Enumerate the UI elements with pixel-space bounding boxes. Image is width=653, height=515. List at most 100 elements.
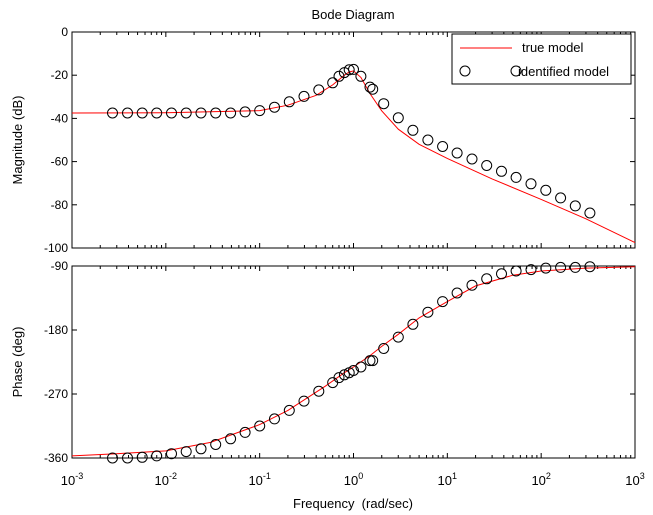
phase-identified-point	[422, 306, 434, 318]
x-tick-label: 103	[625, 471, 644, 488]
magnitude-identified-point	[136, 107, 148, 119]
phase-identified-point	[481, 273, 493, 285]
phase-identified-point	[333, 372, 345, 384]
phase-identified-point	[195, 443, 207, 455]
phase-y-tick-label: -180	[44, 323, 68, 337]
x-tick-label: 10-3	[61, 471, 83, 488]
magnitude-identified-point	[355, 70, 367, 82]
phase-identified-point	[355, 361, 367, 373]
magnitude-ticks: 0 -20 -40 -60 -80 -100	[44, 25, 636, 255]
magnitude-identified-point	[348, 63, 359, 75]
phase-identified-point	[298, 395, 310, 407]
magnitude-identified-point	[269, 101, 280, 113]
magnitude-identified-point	[451, 147, 463, 159]
magnitude-identified-point	[510, 171, 522, 183]
phase-y-tick-label: -360	[44, 451, 68, 465]
phase-identified-point	[540, 262, 552, 274]
phase-identified-point	[107, 452, 118, 464]
phase-identified-point	[122, 452, 133, 464]
magnitude-identified-point	[283, 96, 295, 108]
magnitude-y-tick-label: -100	[44, 241, 68, 255]
phase-series	[71, 261, 636, 464]
phase-identified-point	[269, 413, 280, 425]
magnitude-identified-point	[166, 107, 177, 119]
magnitude-identified-point	[107, 107, 118, 119]
magnitude-identified-point	[333, 70, 345, 82]
legend-identified-marker-left	[459, 65, 471, 77]
phase-identified-point	[225, 433, 237, 445]
magnitude-identified-point	[407, 124, 419, 136]
phase-identified-point	[180, 446, 192, 458]
magnitude-identified-point	[437, 141, 449, 152]
magnitude-identified-point	[569, 200, 581, 212]
phase-identified-point	[584, 261, 596, 273]
phase-plot: -90 -180 -270 -360	[44, 259, 636, 465]
magnitude-identified-point	[466, 153, 478, 165]
magnitude-identified-point	[496, 165, 507, 177]
phase-axes-frame	[71, 265, 636, 459]
magnitude-identified-point	[122, 107, 133, 119]
phase-identified-point	[392, 331, 404, 343]
magnitude-identified-point	[392, 112, 404, 124]
magnitude-identified-point	[555, 192, 567, 204]
magnitude-y-tick-label: -80	[51, 198, 69, 212]
phase-identified-point	[510, 265, 522, 277]
x-axis-label: Frequency (rad/sec)	[293, 496, 413, 511]
x-tick-label: 100	[344, 471, 363, 488]
phase-identified-point	[338, 369, 350, 381]
magnitude-identified-point	[210, 107, 222, 119]
legend-identified-model-label: identified model	[518, 64, 609, 79]
x-tick-label: 102	[531, 471, 550, 488]
phase-identified-point	[283, 404, 295, 416]
magnitude-identified-point	[364, 81, 376, 93]
magnitude-identified-point	[225, 107, 237, 119]
magnitude-identified-point	[584, 207, 596, 219]
phase-identified-point	[151, 450, 163, 462]
phase-identified-point	[407, 318, 419, 330]
phase-identified-point	[525, 264, 537, 276]
legend-identified-marker-right	[510, 65, 522, 77]
magnitude-y-tick-label: -20	[51, 68, 69, 82]
magnitude-identified-point	[367, 83, 379, 95]
legend[interactable]: true model identified model	[451, 33, 632, 85]
phase-identified-point	[378, 343, 390, 354]
magnitude-identified-point	[422, 134, 434, 146]
magnitude-y-label: Magnitude (dB)	[10, 96, 25, 185]
magnitude-identified-point	[378, 98, 390, 110]
legend-box	[451, 33, 632, 85]
phase-y-tick-label: -270	[44, 387, 68, 401]
magnitude-identified-point	[313, 84, 325, 96]
phase-y-tick-label: -90	[51, 259, 69, 273]
phase-identified-point	[348, 365, 359, 376]
phase-identified-point	[136, 451, 148, 463]
phase-identified-point	[364, 355, 376, 367]
phase-identified-point	[437, 296, 449, 308]
phase-identified-point	[210, 439, 222, 450]
phase-identified-point	[313, 385, 325, 397]
magnitude-y-tick-label: -40	[51, 111, 69, 125]
magnitude-y-tick-label: 0	[61, 25, 68, 39]
phase-y-label: Phase (deg)	[10, 327, 25, 398]
phase-identified-point	[555, 261, 567, 273]
magnitude-identified-point	[195, 107, 207, 119]
phase-identified-point	[239, 426, 251, 438]
magnitude-identified-point	[343, 64, 355, 76]
phase-identified-point	[367, 355, 379, 367]
magnitude-identified-point	[180, 107, 192, 119]
magnitude-true-model-line	[71, 70, 636, 244]
magnitude-identified-point	[327, 77, 339, 89]
phase-identified-point	[254, 420, 266, 432]
magnitude-identified-point	[254, 105, 266, 117]
chart-title: Bode Diagram	[311, 7, 394, 22]
magnitude-identified-point	[151, 107, 163, 119]
phase-identified-point	[569, 261, 581, 273]
phase-identified-point	[451, 287, 463, 299]
magnitude-identified-point	[298, 90, 310, 102]
x-tick-label: 101	[438, 471, 457, 488]
magnitude-identified-point	[540, 184, 552, 196]
x-tick-label: 10-1	[248, 471, 270, 488]
x-tick-labels: 10-3 10-2 10-1 100 101 102 103	[61, 471, 645, 488]
magnitude-identified-point	[481, 160, 493, 171]
x-tick-label: 10-2	[155, 471, 177, 488]
